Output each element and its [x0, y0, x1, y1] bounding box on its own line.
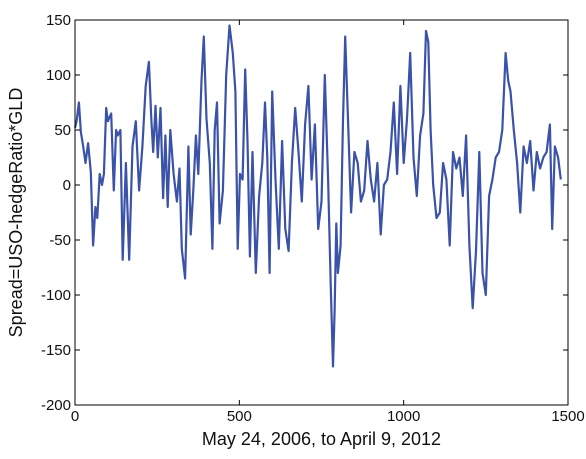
x-axis-title: May 24, 2006, to April 9, 2012: [202, 429, 441, 449]
series-layer: [73, 24, 562, 368]
y-tick-label: -200: [41, 397, 71, 414]
y-tick-label: 100: [46, 67, 71, 84]
x-tick-label: 500: [227, 408, 252, 425]
y-tick-label: 0: [63, 177, 71, 194]
x-tick-label: 1000: [387, 408, 420, 425]
y-tick-label: 50: [54, 122, 71, 139]
plot-frame: [74, 19, 569, 406]
y-tick-label: -50: [49, 232, 71, 249]
y-tick-label: -150: [41, 342, 71, 359]
series-line: [73, 24, 562, 368]
y-axis-title: Spread=USO-hedgeRatio*GLD: [6, 88, 26, 338]
x-tick-label: 1500: [551, 408, 584, 425]
x-tick-label: 0: [71, 408, 79, 425]
y-tick-label: 150: [46, 12, 71, 29]
y-tick-label: -100: [41, 287, 71, 304]
